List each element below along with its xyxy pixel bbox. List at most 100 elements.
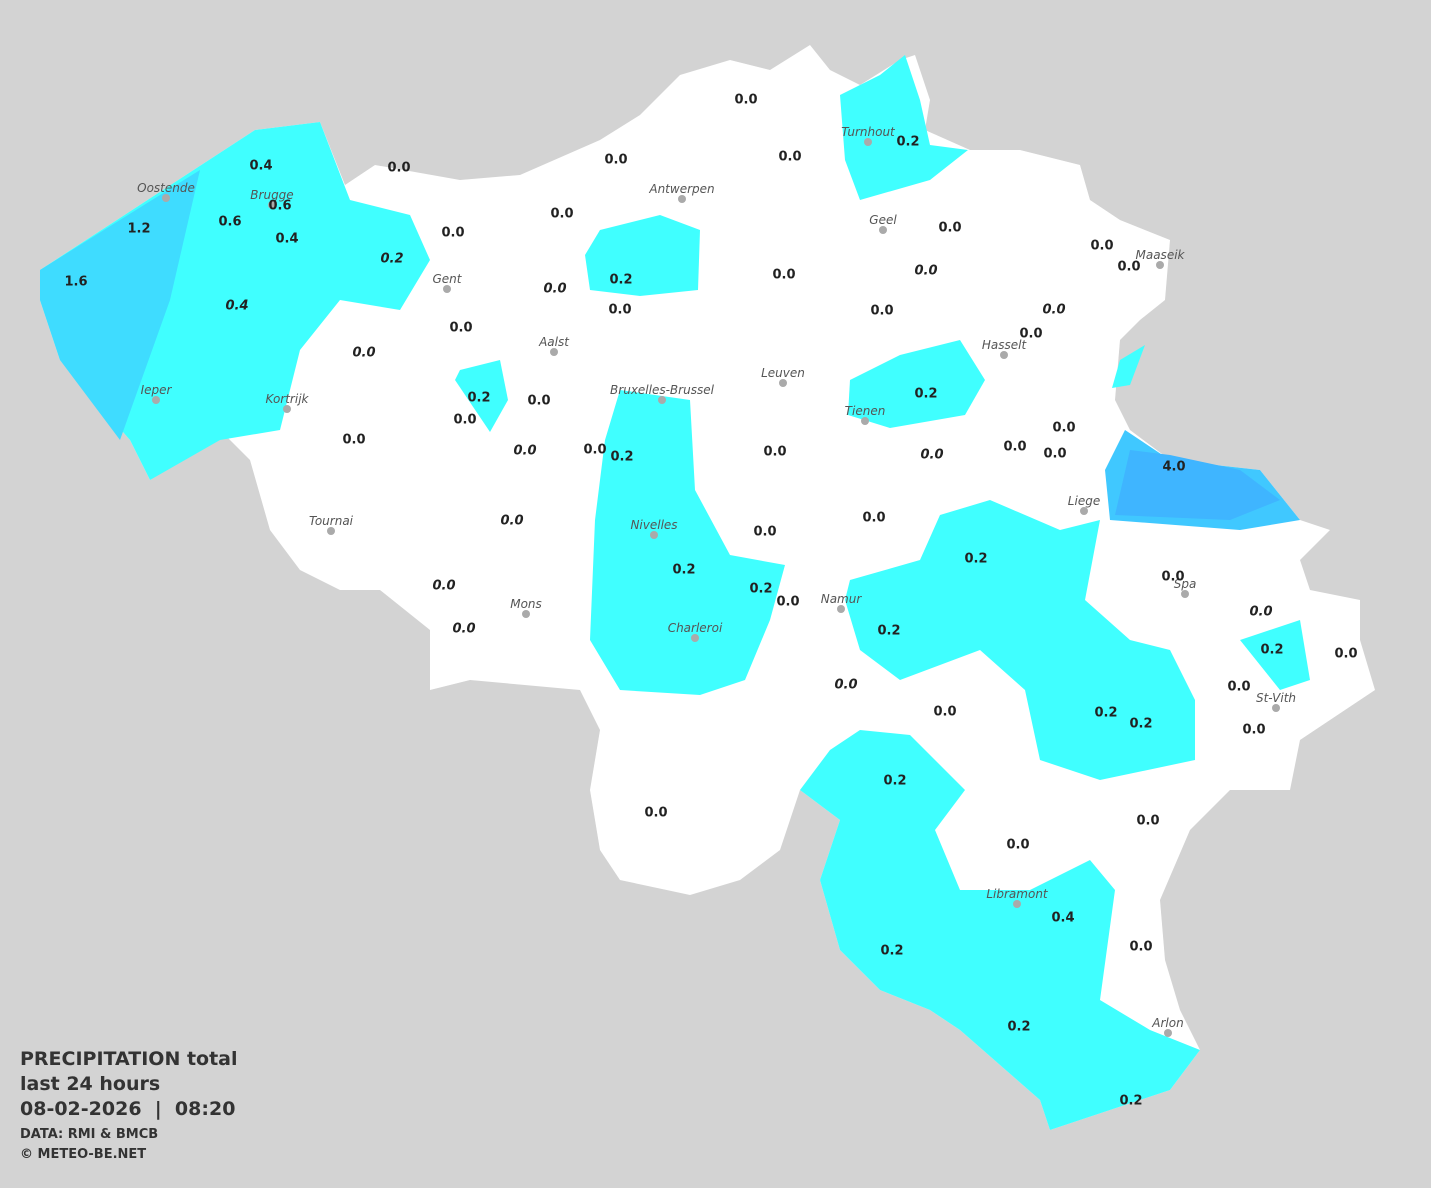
reading: 0.0 [352, 346, 375, 361]
city-dot [864, 138, 872, 146]
reading: 0.2 [1260, 643, 1283, 658]
reading: 0.6 [268, 199, 291, 214]
reading: 0.0 [449, 321, 472, 336]
reading: 0.0 [763, 445, 786, 460]
reading: 0.0 [1006, 838, 1029, 853]
city-dot [691, 634, 699, 642]
reading: 0.0 [776, 595, 799, 610]
reading: 0.4 [249, 159, 272, 174]
city-dot [1164, 1029, 1172, 1037]
city-dot [861, 417, 869, 425]
reading: 0.0 [1043, 447, 1066, 462]
reading: 0.0 [1334, 647, 1357, 662]
city-label: Nivelles [630, 518, 677, 532]
city-label: Tournai [309, 514, 354, 528]
city-label: Charleroi [668, 621, 723, 635]
city-label: Turnhout [841, 125, 896, 139]
reading: 0.0 [432, 579, 455, 594]
city-dot [779, 379, 787, 387]
reading: 0.4 [275, 232, 298, 247]
reading: 0.0 [753, 525, 776, 540]
reading: 0.0 [583, 443, 606, 458]
reading: 0.0 [1003, 440, 1026, 455]
reading: 0.0 [834, 678, 857, 693]
reading: 0.2 [1007, 1020, 1030, 1035]
city-dot [522, 610, 530, 618]
city-dot [1156, 261, 1164, 269]
reading: 0.0 [527, 394, 550, 409]
reading: 0.2 [880, 944, 903, 959]
city-dot [837, 605, 845, 613]
reading: 0.0 [500, 514, 523, 529]
city-label: Hasselt [982, 338, 1028, 352]
reading: 0.2 [964, 552, 987, 567]
city-label: Libramont [986, 887, 1049, 901]
city-dot [1013, 900, 1021, 908]
reading: 0.2 [610, 450, 633, 465]
city-label: Oostende [137, 181, 195, 195]
city-label: Kortrijk [266, 392, 310, 406]
reading: 0.0 [543, 282, 566, 297]
reading: 0.0 [342, 433, 365, 448]
reading: 0.0 [387, 161, 410, 176]
reading: 0.2 [380, 252, 403, 267]
reading: 0.0 [1227, 680, 1250, 695]
city-dot [1000, 351, 1008, 359]
reading: 0.2 [1119, 1094, 1142, 1109]
title: PRECIPITATION total [20, 1048, 238, 1070]
reading: 0.0 [1136, 814, 1159, 829]
city-label: Gent [433, 272, 463, 286]
city-dot [550, 348, 558, 356]
city-label: Liege [1068, 494, 1100, 508]
credit: © METEO-BE.NET [20, 1147, 146, 1162]
reading: 0.0 [550, 207, 573, 222]
city-label: Leuven [761, 366, 805, 380]
reading: 0.0 [862, 511, 885, 526]
reading: 0.0 [1090, 239, 1113, 254]
reading: 0.4 [1051, 911, 1074, 926]
city-dot [1080, 507, 1088, 515]
city-label: Brugge [250, 188, 293, 202]
city-label: Maaseik [1136, 248, 1186, 262]
city-label: Aalst [538, 335, 570, 349]
reading: 0.0 [914, 264, 937, 279]
city-dot [1181, 590, 1189, 598]
reading: 0.2 [672, 563, 695, 578]
subtitle: last 24 hours [20, 1073, 160, 1095]
reading: 0.0 [1042, 303, 1065, 318]
reading: 0.0 [513, 444, 536, 459]
city-dot [678, 195, 686, 203]
datetime: 08-02-2026 | 08:20 [20, 1098, 235, 1120]
reading: 0.2 [609, 273, 632, 288]
reading: 0.2 [1094, 706, 1117, 721]
reading: 0.2 [914, 387, 937, 402]
reading: 0.2 [877, 624, 900, 639]
city-dot [1272, 704, 1280, 712]
reading: 0.2 [749, 582, 772, 597]
city-dot [283, 405, 291, 413]
reading: 0.0 [1161, 570, 1184, 585]
reading: 0.0 [1129, 940, 1152, 955]
reading: 0.0 [1019, 327, 1042, 342]
city-label: Arlon [1151, 1016, 1183, 1030]
city-label: Antwerpen [648, 182, 714, 196]
reading: 0.0 [441, 226, 464, 241]
city-label: Mons [510, 597, 542, 611]
reading: 4.0 [1162, 460, 1185, 475]
reading: 1.6 [64, 275, 87, 290]
precip-areas [40, 55, 1310, 1130]
reading: 0.0 [453, 413, 476, 428]
reading: 0.0 [933, 705, 956, 720]
reading: 0.2 [896, 135, 919, 150]
reading: 0.0 [870, 304, 893, 319]
reading: 0.0 [1117, 260, 1140, 275]
reading: 0.2 [467, 391, 490, 406]
reading: 0.0 [920, 448, 943, 463]
city-label: St-Vith [1256, 691, 1296, 705]
reading: 0.2 [883, 774, 906, 789]
reading: 0.0 [772, 268, 795, 283]
reading: 0.0 [1052, 421, 1075, 436]
reading: 0.0 [778, 150, 801, 165]
reading: 0.4 [225, 299, 248, 314]
